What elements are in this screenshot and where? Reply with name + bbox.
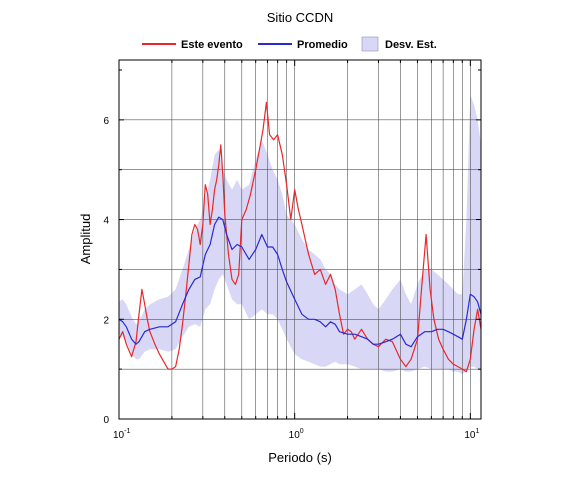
plot-area: 0 2 4 6 10-1 100 101 [103,59,482,441]
y-tick-label: 0 [103,415,109,426]
x-axis-label: Periodo (s) [268,450,332,465]
series-line-promedio [118,216,482,348]
y-tick-label: 4 [103,216,109,227]
series-line-este-evento [118,101,482,373]
y-axis-label: Amplitud [78,214,93,265]
y-tick-label: 2 [103,315,109,326]
plot-frame [118,59,482,420]
y-tick-label: 6 [103,116,109,127]
legend-swatch-desv-est [361,36,379,52]
legend-label-promedio: Promedio [297,39,348,51]
legend-label-este-evento: Este evento [181,39,243,51]
x-tick-label: 10-1 [113,428,130,441]
chart-title: Sitio CCDN [267,10,333,25]
legend: Este evento Promedio Desv. Est. [142,36,437,52]
legend-label-desv-est: Desv. Est. [385,39,437,51]
x-tick-label: 100 [289,428,304,441]
std-band-area [119,94,481,375]
x-tick-label: 101 [464,428,479,441]
